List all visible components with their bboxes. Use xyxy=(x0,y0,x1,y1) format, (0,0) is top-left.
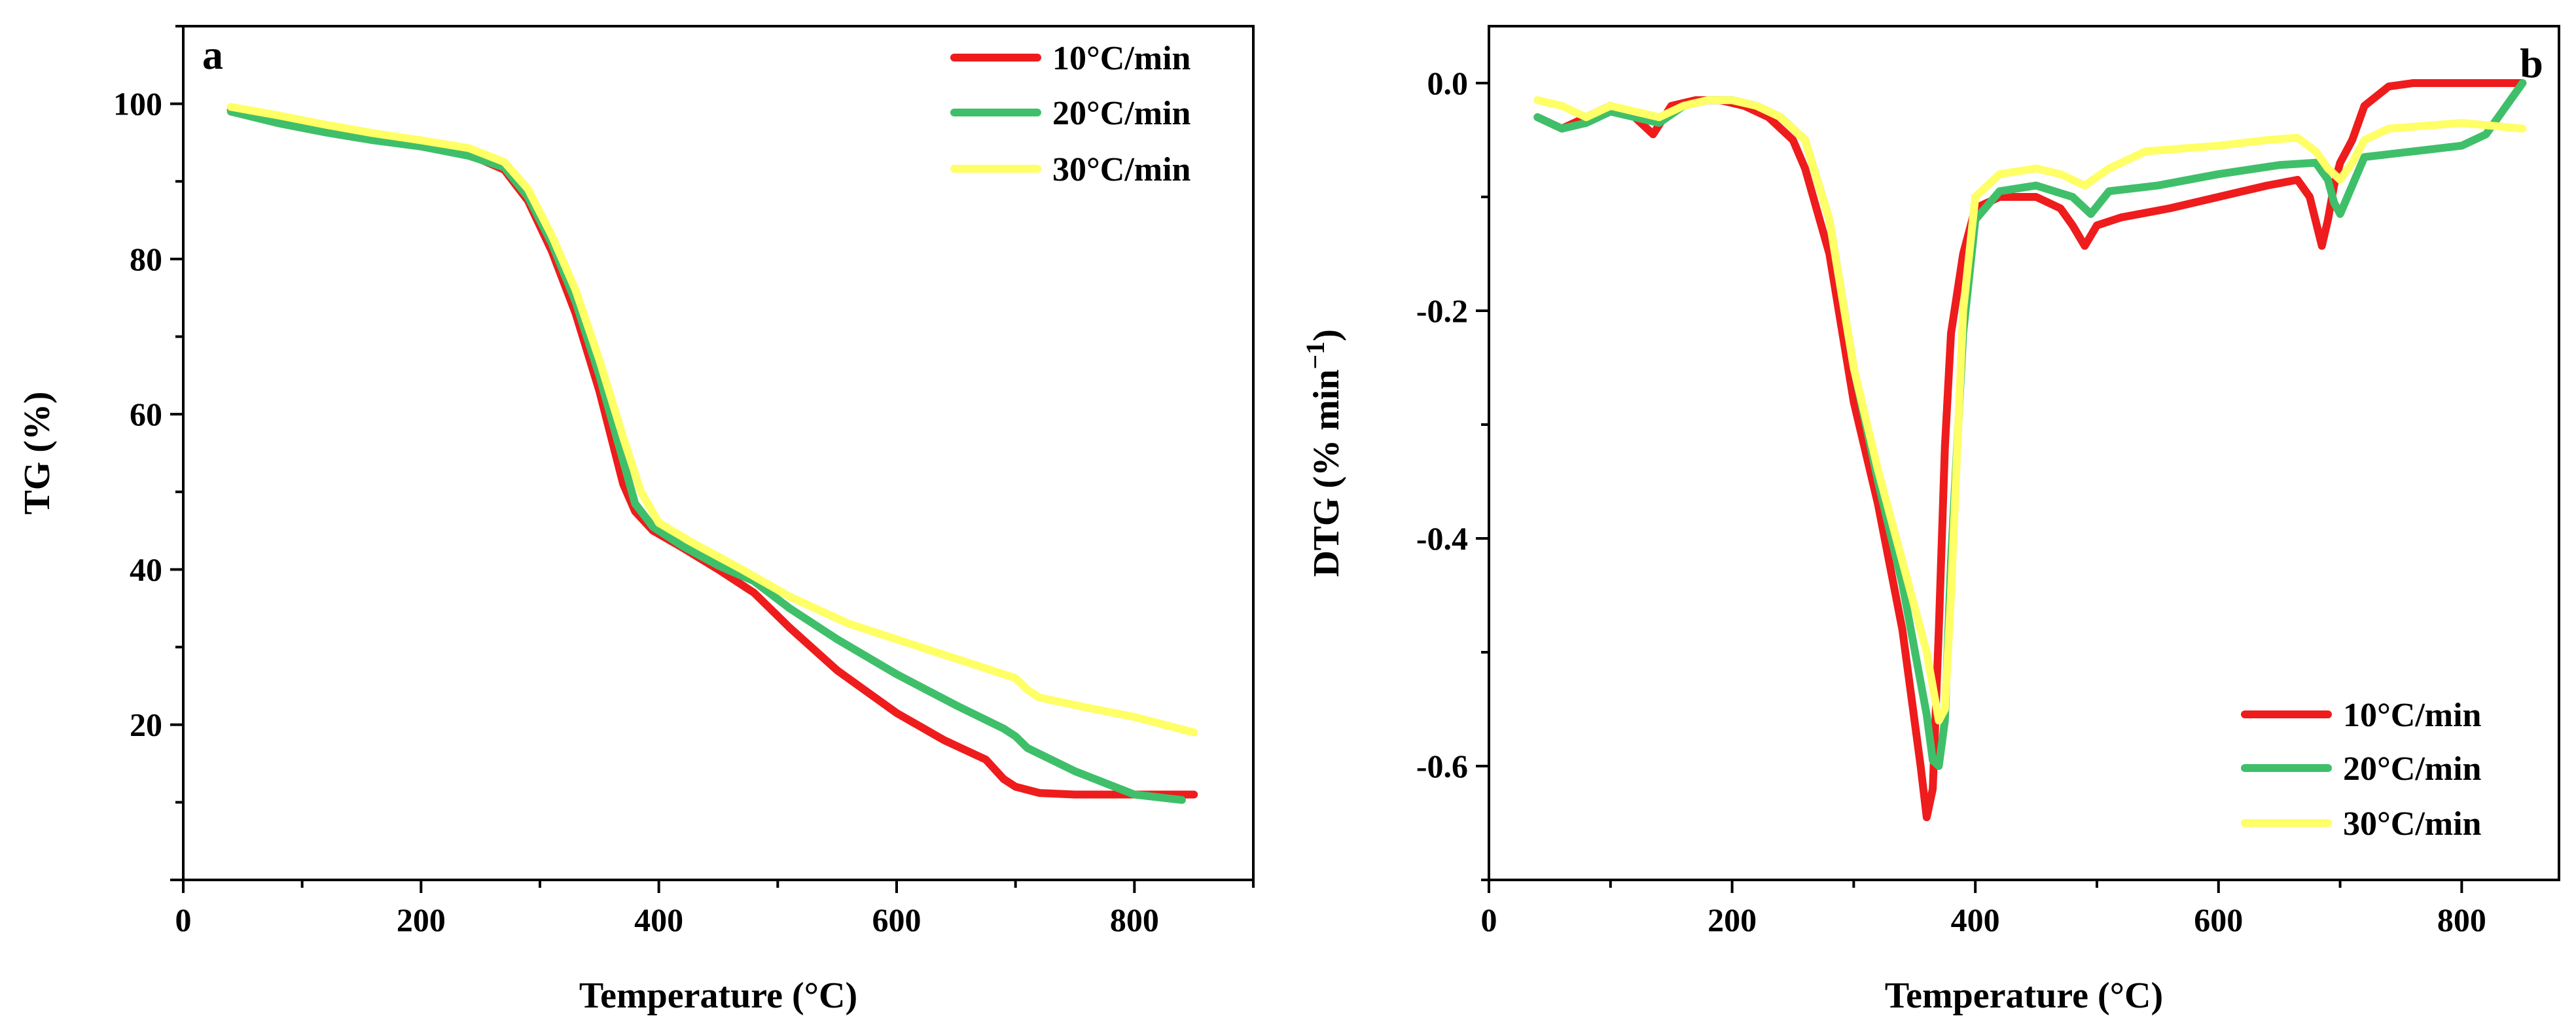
panel-b-plot-frame xyxy=(1488,25,2560,881)
panel-b-legend: 10°C/min 20°C/min 30°C/min xyxy=(2241,697,2482,843)
panel-a-y-tick-label: 20 xyxy=(130,707,162,743)
panel-a-series-line-3 xyxy=(226,103,1198,737)
panel-b-legend-label-3: 30°C/min xyxy=(2343,805,2482,843)
panel-a-x-tick-label: 400 xyxy=(634,902,683,938)
panel-b-y-axis-title: DTG (% min−1) xyxy=(1300,329,1347,577)
panel-a-y-tick-label: 80 xyxy=(130,241,162,277)
panel-a-series-line-1 xyxy=(226,106,1198,799)
panel-b-x-tick-label: 400 xyxy=(1951,902,2000,938)
panel-a-label: a xyxy=(202,31,223,78)
panel-b-y-tick-label: -0.2 xyxy=(1416,292,1468,329)
panel-a-x-tick-label: 200 xyxy=(397,902,446,938)
panel-b: 0 200 400 600 800 0.0 -0.2 -0.4 -0.6 Temperature … xyxy=(1300,25,2560,1016)
panel-b-x-tick-label: 800 xyxy=(2437,902,2486,938)
panel-b-series-line-2 xyxy=(1533,79,2527,770)
panel-a: 0 200 400 600 800 20 40 60 80 100 Temperature (°C)… xyxy=(17,25,1255,1016)
panel-a-y-tick-label: 40 xyxy=(130,551,162,587)
panel-b-y-tick-label: -0.4 xyxy=(1416,520,1468,557)
panel-a-legend-label-3: 30°C/min xyxy=(1052,151,1191,188)
panel-a-plot-frame xyxy=(182,25,1255,881)
panel-b-label: b xyxy=(2520,40,2543,86)
panel-a-legend: 10°C/min 20°C/min 30°C/min xyxy=(950,40,1191,188)
panel-a-y-axis-title: TG (%) xyxy=(17,391,58,514)
panel-a-legend-label-2: 20°C/min xyxy=(1052,95,1191,132)
panel-b-x-tick-label: 0 xyxy=(1481,902,1497,938)
panel-b-x-axis-title: Temperature (°C) xyxy=(1885,975,2163,1016)
panel-b-series-line-3 xyxy=(1533,96,2527,725)
panel-b-legend-label-1: 10°C/min xyxy=(2343,697,2482,734)
panel-b-x-tick-label: 600 xyxy=(2194,902,2243,938)
panel-a-y-tick-label: 60 xyxy=(130,396,162,432)
panel-b-x-tick-label: 200 xyxy=(1708,902,1757,938)
panel-b-legend-label-2: 20°C/min xyxy=(2343,750,2482,788)
panel-a-series-line-2 xyxy=(226,107,1186,804)
panel-a-x-tick-label: 800 xyxy=(1110,902,1159,938)
panel-a-legend-label-1: 10°C/min xyxy=(1052,40,1191,77)
panel-a-x-axis-title: Temperature (°C) xyxy=(579,975,857,1016)
panel-a-y-tick-label: 100 xyxy=(113,86,162,122)
panel-b-y-tick-label: -0.6 xyxy=(1416,748,1468,784)
panel-a-x-tick-label: 0 xyxy=(175,902,192,938)
panel-a-x-tick-label: 600 xyxy=(872,902,921,938)
panel-b-y-tick-label: 0.0 xyxy=(1427,65,1469,101)
